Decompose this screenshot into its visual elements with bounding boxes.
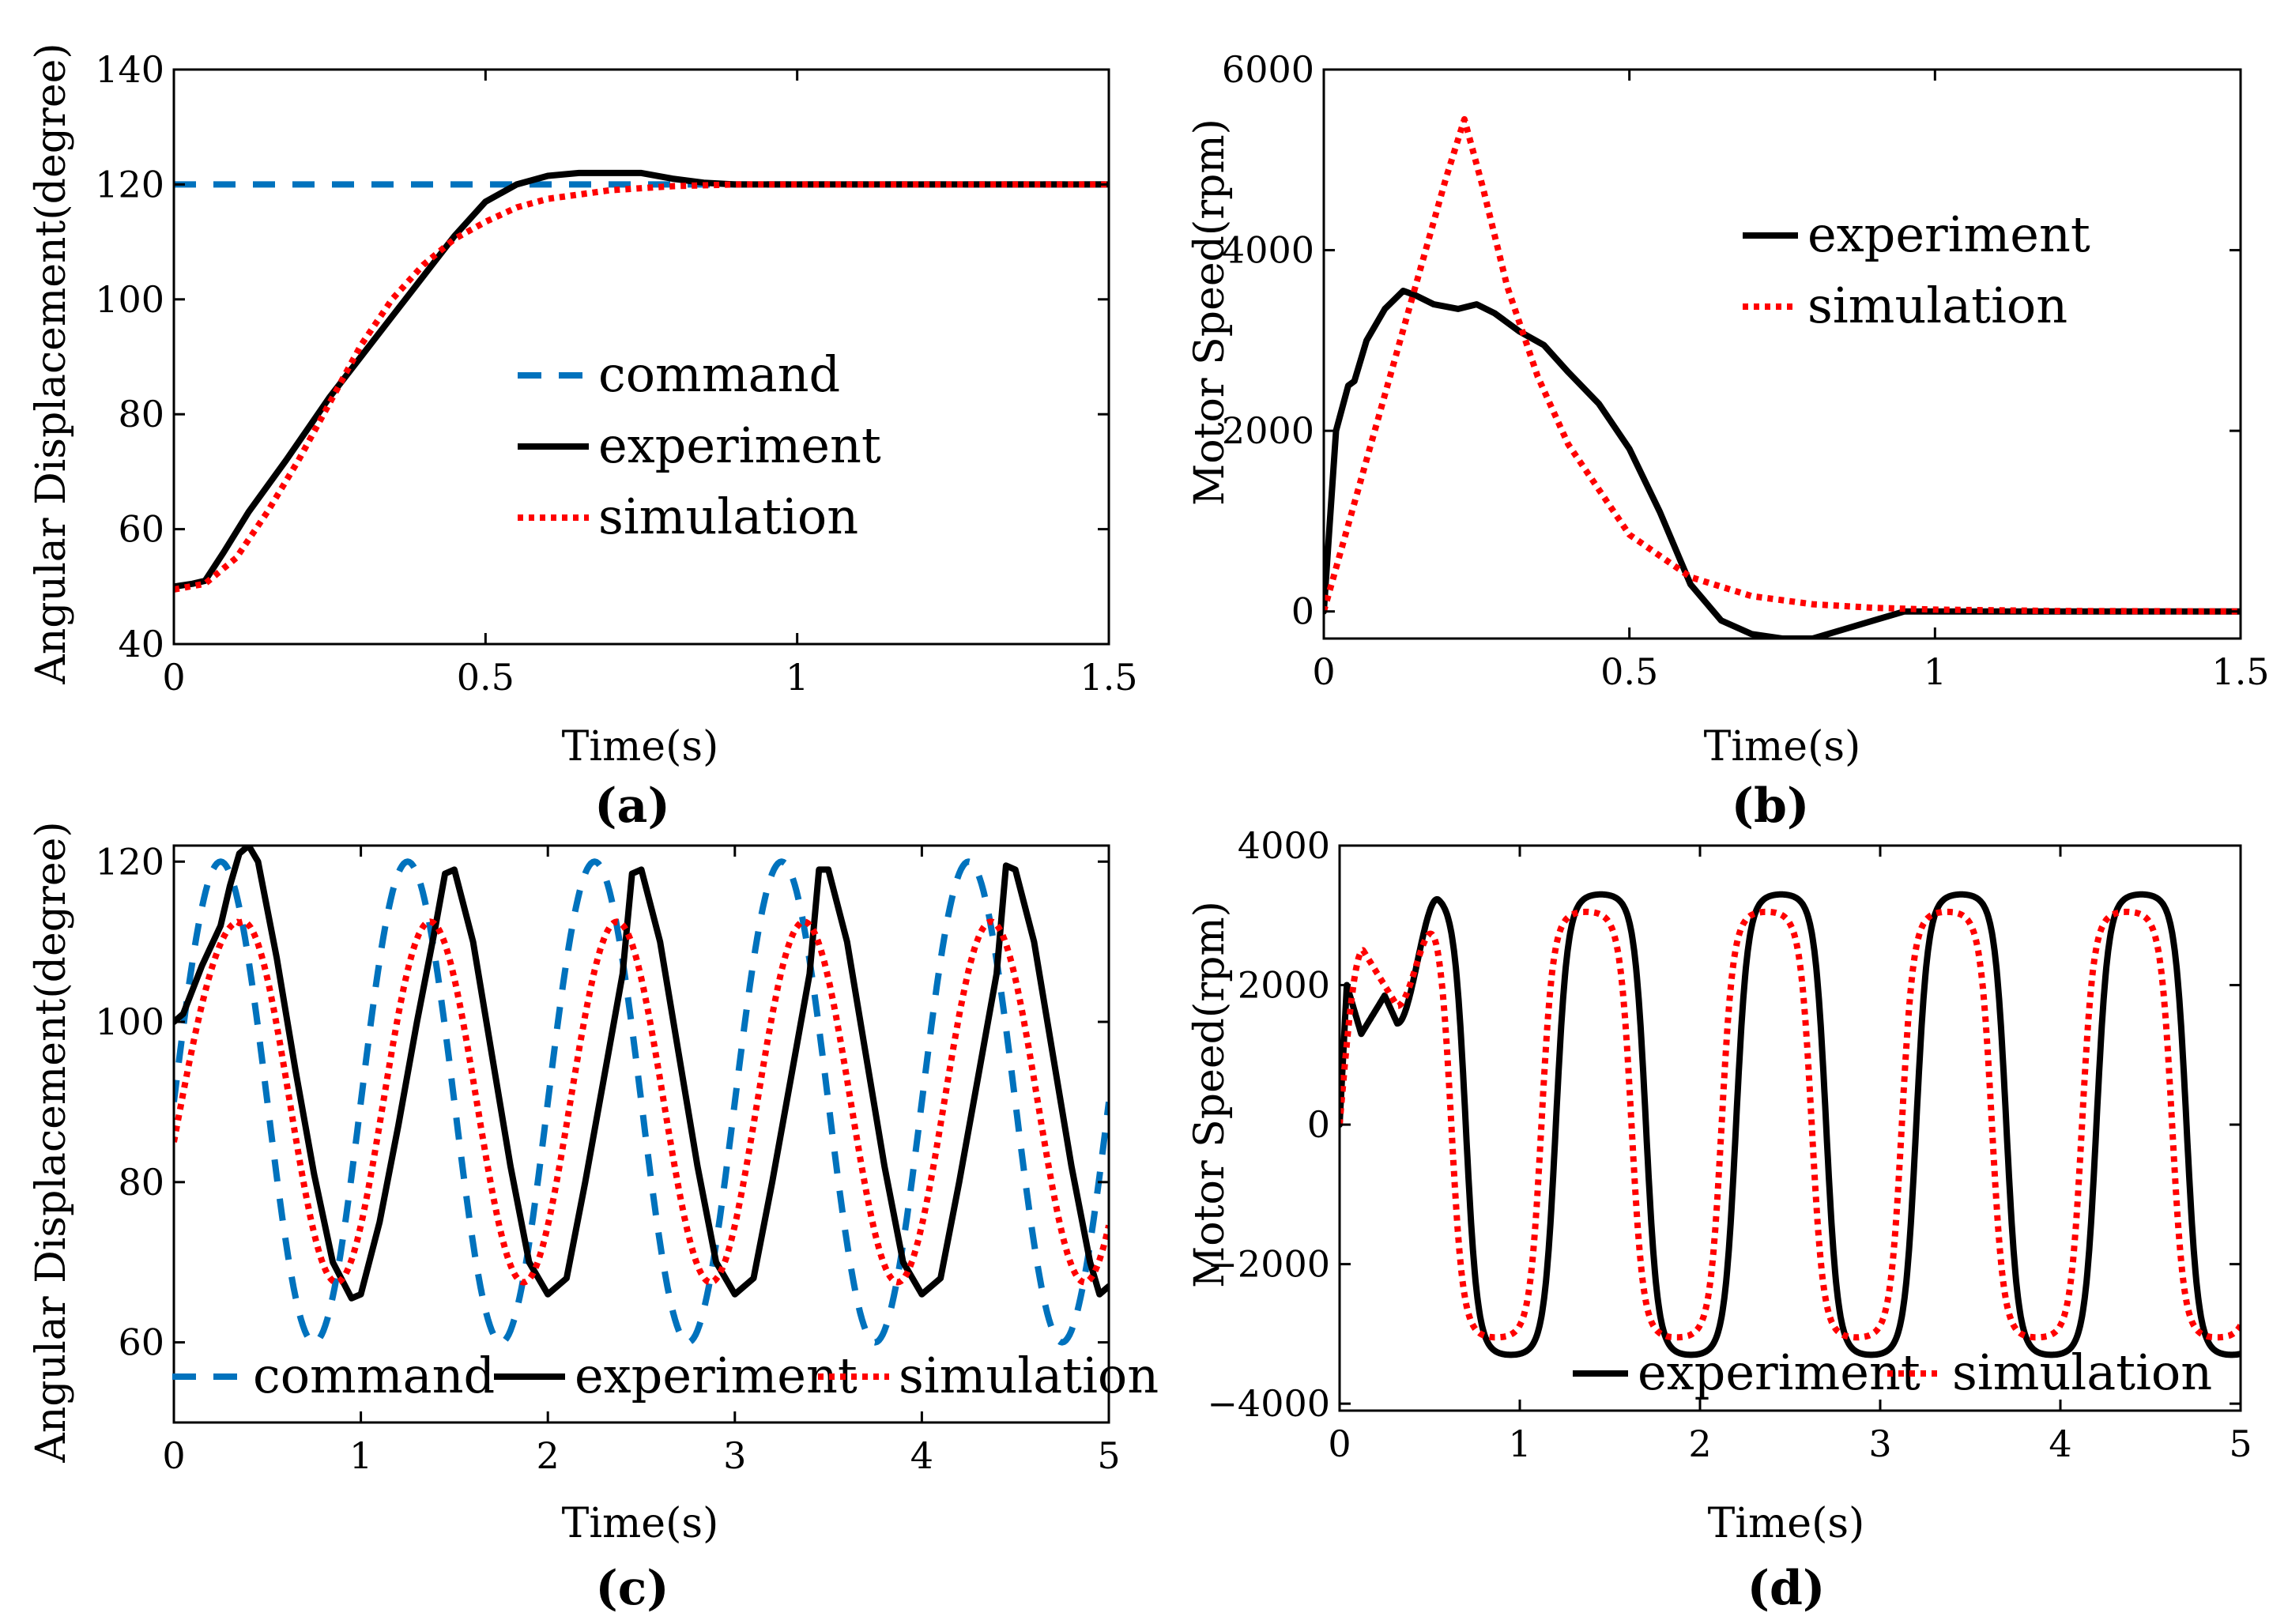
chart-a-ytick-label: 120 — [95, 163, 164, 205]
chart-c-ytick-label: 100 — [95, 1000, 164, 1043]
chart-b-ytick-label: 2000 — [1222, 409, 1314, 452]
chart-c-xtick-label: 0 — [162, 1434, 185, 1477]
chart-d-xtick-label: 1 — [1508, 1422, 1531, 1465]
chart-c-ylabel: Angular Displacement(degree) — [28, 821, 75, 1463]
chart-c-ytick-label: 60 — [118, 1321, 164, 1364]
chart-c-xtick-label: 3 — [723, 1434, 746, 1477]
chart-d-ytick-label: 4000 — [1238, 824, 1330, 867]
chart-d-ytick-label: −2000 — [1207, 1243, 1330, 1286]
chart-d-plot: 0 1 2 3 4 5 −4000 −2000 0 2000 4000 experiment simul… — [1207, 824, 2252, 1465]
chart-c-legend-label-simulation: simulation — [899, 1347, 1159, 1404]
chart-a-xtick-label: 1.5 — [1080, 656, 1137, 699]
chart-d: 0 1 2 3 4 5 −4000 −2000 0 2000 4000 experiment simul… — [1186, 824, 2252, 1616]
chart-c-plot: 0 1 2 3 4 5 60 80 100 120 command experiment simulat… — [95, 840, 1159, 1477]
chart-a-xtick-label: 1 — [786, 656, 809, 699]
chart-a-xtick-label: 0 — [162, 656, 185, 699]
chart-c: 0 1 2 3 4 5 60 80 100 120 command experiment simulat… — [28, 821, 1159, 1616]
chart-b-ytick-label: 4000 — [1222, 229, 1314, 272]
chart-a-legend-label-simulation: simulation — [598, 488, 858, 545]
chart-b-ytick-label: 6000 — [1222, 48, 1314, 91]
chart-c-xlabel: Time(s) — [562, 1500, 719, 1547]
chart-b-legend-label-experiment: experiment — [1807, 205, 2090, 263]
chart-d-ytick-label: 2000 — [1238, 964, 1330, 1007]
chart-c-series-simulation — [174, 918, 1109, 1286]
chart-b-legend-label-simulation: simulation — [1807, 277, 2067, 334]
chart-d-xtick-label: 3 — [1868, 1422, 1891, 1465]
chart-b-ylabel: Motor Speed(rpm) — [1186, 119, 1234, 506]
chart-b: 0 0.5 1 1.5 0 2000 4000 6000 experiment simulatio… — [1186, 48, 2270, 834]
chart-a-xlabel: Time(s) — [562, 723, 719, 771]
chart-a-xtick-label: 0.5 — [457, 656, 515, 699]
chart-a-plot: 0 0.5 1 1.5 40 60 80 100 120 140 command experiment… — [95, 48, 1137, 699]
chart-c-ytick-label: 120 — [95, 840, 164, 883]
chart-d-xtick-label: 5 — [2229, 1422, 2252, 1465]
chart-c-panel-label: (c) — [595, 1561, 669, 1616]
chart-d-legend-label-simulation: simulation — [1952, 1343, 2212, 1401]
chart-d-xtick-label: 0 — [1328, 1422, 1351, 1465]
chart-c-xtick-label: 4 — [910, 1434, 933, 1477]
chart-c-legend-label-command: command — [253, 1347, 495, 1404]
chart-d-xtick-label: 2 — [1688, 1422, 1711, 1465]
chart-c-legend-label-experiment: experiment — [575, 1347, 858, 1404]
chart-d-ylabel: Motor Speed(rpm) — [1186, 901, 1234, 1288]
chart-c-axes-box — [172, 844, 1110, 1424]
chart-d-xtick-label: 4 — [2049, 1422, 2071, 1465]
chart-a-ytick-label: 140 — [95, 48, 164, 91]
chart-b-axes-box — [1322, 68, 2242, 640]
chart-d-series-simulation — [1340, 908, 2241, 1341]
chart-c-ytick-label: 80 — [118, 1161, 164, 1204]
chart-b-panel-label: (b) — [1732, 778, 1810, 834]
chart-a-ytick-label: 100 — [95, 278, 164, 321]
chart-c-xtick-label: 5 — [1097, 1434, 1120, 1477]
chart-b-ytick-label: 0 — [1291, 590, 1314, 633]
chart-b-xtick-label: 1 — [1924, 650, 1947, 693]
chart-a-ytick-label: 60 — [118, 508, 164, 551]
chart-b-series-simulation — [1324, 115, 2241, 615]
chart-b-xtick-label: 1.5 — [2211, 650, 2269, 693]
chart-d-series-experiment — [1340, 891, 2241, 1358]
chart-c-xtick-label: 2 — [537, 1434, 560, 1477]
chart-a-legend-label-experiment: experiment — [598, 416, 881, 474]
chart-b-series-experiment — [1324, 288, 2241, 639]
chart-a-ylabel: Angular Displacement(degree) — [28, 43, 75, 684]
chart-d-ytick-label: −4000 — [1207, 1382, 1330, 1425]
chart-b-xtick-label: 0 — [1312, 650, 1335, 693]
chart-d-panel-label: (d) — [1747, 1561, 1826, 1616]
chart-b-xlabel: Time(s) — [1704, 723, 1861, 771]
chart-d-legend-label-experiment: experiment — [1638, 1343, 1920, 1401]
chart-a-panel-label: (a) — [594, 778, 670, 834]
chart-a-ytick-label: 80 — [118, 393, 164, 435]
chart-d-axes-box — [1338, 844, 2242, 1412]
chart-c-series-experiment — [174, 846, 1109, 1302]
chart-b-xtick-label: 0.5 — [1600, 650, 1658, 693]
chart-a-axes-box — [172, 68, 1110, 646]
chart-c-series-command — [174, 858, 1109, 1346]
chart-c-xtick-label: 1 — [349, 1434, 372, 1477]
chart-d-ytick-label: 0 — [1307, 1103, 1330, 1146]
chart-a-ytick-label: 40 — [118, 623, 164, 665]
chart-a: 0 0.5 1 1.5 40 60 80 100 120 140 command experiment… — [28, 43, 1138, 834]
chart-d-xlabel: Time(s) — [1708, 1500, 1865, 1547]
chart-a-legend-label-command: command — [598, 345, 840, 403]
chart-b-plot: 0 0.5 1 1.5 0 2000 4000 6000 experiment simulatio… — [1222, 48, 2270, 693]
